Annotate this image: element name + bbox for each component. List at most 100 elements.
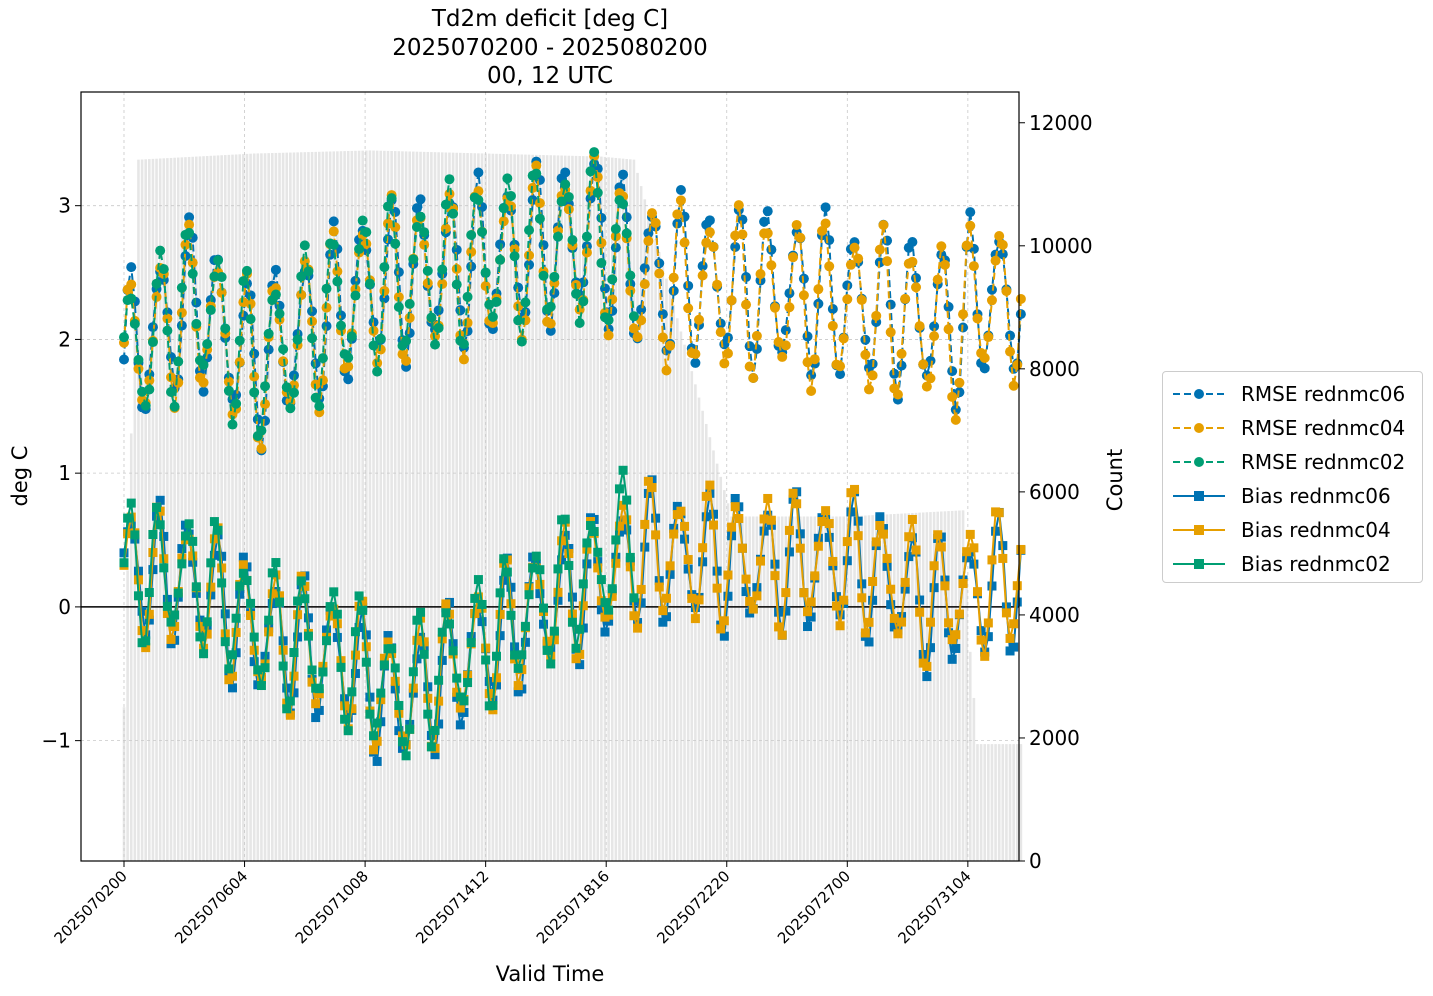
data-point [238,276,249,287]
data-point [806,612,816,622]
legend-marker-rmse-rednmc06 [1173,389,1225,399]
x-tick-label: 2025071008 [292,867,372,947]
data-point [321,302,332,313]
data-point [328,216,339,227]
data-point [350,650,360,660]
data-point [288,387,299,398]
data-point [256,425,267,436]
data-point [715,327,726,338]
data-point [455,703,465,713]
data-point [361,642,371,652]
data-point [206,558,216,568]
data-point [756,556,766,566]
count-bar [856,515,860,861]
data-point [205,305,216,316]
count-bar [278,152,281,862]
data-point [195,632,205,642]
count-bar [520,154,524,861]
data-point [303,266,314,277]
data-point [267,568,277,578]
legend-item-rmse-rednmc06: RMSE rednmc06 [1171,379,1405,409]
data-point [911,545,921,555]
y2-tick-label: 10000 [1029,234,1093,258]
data-point [144,375,155,386]
data-point [665,561,675,571]
data-point [679,237,690,248]
data-point [263,328,274,339]
data-point [234,357,245,368]
data-point [387,644,397,654]
count-bar [592,156,596,861]
data-point [253,665,263,675]
data-point [455,720,465,730]
data-point [412,635,422,645]
data-point [354,591,364,601]
count-bar [437,152,440,861]
count-bar [842,516,845,861]
legend-label-bias-rednmc06: Bias rednmc06 [1241,484,1391,508]
data-point [687,593,697,603]
data-point [643,228,654,239]
count-bar [469,153,473,861]
data-point [636,304,647,315]
count-bar [307,152,310,861]
data-point [766,515,776,525]
data-point [1012,359,1023,370]
data-point [640,519,650,529]
count-bar [354,150,357,862]
count-bar [516,154,520,861]
data-point [1012,581,1022,591]
data-point [227,419,238,430]
data-point [979,363,990,374]
data-point [223,385,234,396]
data-point [831,601,841,611]
data-point [603,315,614,326]
data-point [513,681,523,691]
data-point [289,671,299,681]
data-point [578,601,588,611]
legend-marker-rmse-rednmc04 [1173,423,1225,433]
data-point [448,208,459,219]
count-bar [864,515,867,861]
count-bar [321,151,325,862]
data-point [394,700,404,710]
count-bar [459,152,462,862]
data-point [604,610,614,620]
data-point [314,689,324,699]
count-bar [299,152,303,861]
count-bar [755,516,759,861]
data-point [299,240,310,251]
data-point [123,529,133,539]
data-point [1001,608,1011,618]
data-point [126,293,137,304]
data-point [853,516,863,526]
data-point [871,310,882,321]
data-point [462,317,473,328]
data-point [329,587,339,597]
data-point [437,627,447,637]
x-tick-label: 2025073104 [894,867,974,947]
data-point [379,660,389,670]
data-point [458,339,469,350]
count-bar [220,155,223,861]
count-bar [451,152,455,861]
count-bar [404,151,408,861]
data-point [159,563,169,573]
y2-tick-label: 6000 [1029,480,1080,504]
count-bar [538,154,542,862]
legend-marker-bias-rednmc06 [1173,491,1225,501]
data-point [318,667,328,677]
data-point [390,222,401,233]
count-bar [227,154,231,862]
count-bar [473,153,477,861]
data-point [896,360,907,371]
legend-label-rmse-rednmc02: RMSE rednmc02 [1241,450,1406,474]
data-point [744,361,755,372]
count-bar [636,172,639,862]
data-point [520,621,530,631]
data-point [730,493,740,503]
data-point [658,617,668,627]
data-point [289,647,299,657]
data-point [600,627,610,637]
data-point [198,359,209,370]
